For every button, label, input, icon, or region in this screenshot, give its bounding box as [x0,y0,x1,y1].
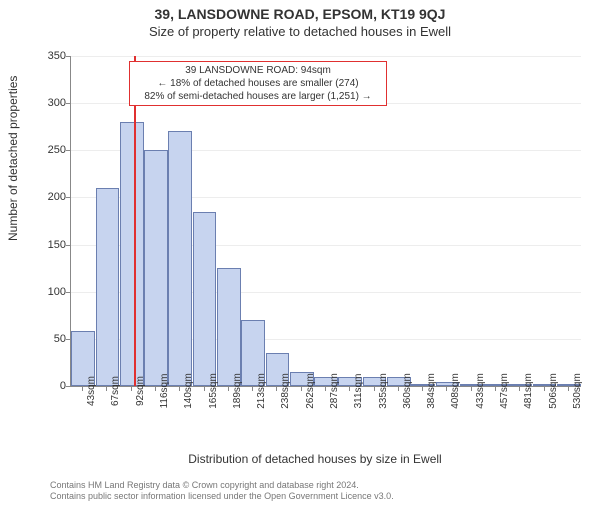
xtick-label: 506sqm [548,373,559,409]
xtick-mark [228,386,229,391]
xtick-mark [422,386,423,391]
ytick-mark [66,245,71,246]
xtick-mark [179,386,180,391]
xtick-mark [495,386,496,391]
xtick-label: 384sqm [426,373,437,409]
ytick-mark [66,197,71,198]
xtick-label: 262sqm [305,373,316,409]
ytick-label: 250 [36,144,66,156]
annotation-line: ← 18% of detached houses are smaller (27… [134,77,382,90]
annotation-line: 39 LANSDOWNE ROAD: 94sqm [134,64,382,77]
xtick-label: 433sqm [475,373,486,409]
ytick-label: 50 [36,333,66,345]
xtick-mark [155,386,156,391]
bar [193,212,217,386]
xtick-label: 481sqm [523,373,534,409]
xtick-label: 213sqm [256,373,267,409]
ytick-label: 300 [36,97,66,109]
page-title: 39, LANSDOWNE ROAD, EPSOM, KT19 9QJ [0,6,600,22]
bar [120,122,144,386]
bar [217,268,241,386]
xtick-mark [325,386,326,391]
ytick-label: 200 [36,191,66,203]
xtick-label: 189sqm [232,373,243,409]
xtick-label: 311sqm [353,374,364,409]
xtick-mark [106,386,107,391]
xtick-label: 530sqm [572,373,583,409]
xtick-label: 238sqm [280,373,291,409]
xtick-mark [471,386,472,391]
xtick-label: 165sqm [208,373,219,409]
xtick-mark [519,386,520,391]
footer-line: Contains HM Land Registry data © Crown c… [50,480,580,491]
xtick-label: 116sqm [159,374,170,409]
xtick-label: 408sqm [450,373,461,409]
annotation-line: 82% of semi-detached houses are larger (… [134,90,382,103]
xtick-mark [301,386,302,391]
footer-line: Contains public sector information licen… [50,491,580,502]
xtick-label: 92sqm [135,376,146,406]
xtick-mark [446,386,447,391]
xtick-mark [204,386,205,391]
ytick-label: 350 [36,50,66,62]
bar [144,150,168,386]
ytick-mark [66,292,71,293]
xtick-mark [544,386,545,391]
xtick-mark [568,386,569,391]
xtick-label: 43sqm [86,376,97,406]
xtick-label: 335sqm [378,373,389,409]
xtick-label: 287sqm [329,373,340,409]
xtick-label: 360sqm [402,373,413,409]
xtick-mark [131,386,132,391]
xtick-mark [374,386,375,391]
x-axis-label: Distribution of detached houses by size … [50,452,580,466]
ytick-label: 150 [36,239,66,251]
chart-container: 39 LANSDOWNE ROAD: 94sqm← 18% of detache… [50,56,580,426]
ytick-mark [66,103,71,104]
annotation-box: 39 LANSDOWNE ROAD: 94sqm← 18% of detache… [129,61,387,106]
gridline [71,56,581,57]
ytick-mark [66,386,71,387]
bar [96,188,120,386]
y-axis-label: Number of detached properties [6,76,20,241]
xtick-label: 67sqm [110,376,121,406]
xtick-mark [276,386,277,391]
chart-subtitle: Size of property relative to detached ho… [0,24,600,39]
xtick-mark [398,386,399,391]
ytick-label: 100 [36,286,66,298]
footer-attribution: Contains HM Land Registry data © Crown c… [50,480,580,502]
xtick-label: 140sqm [183,373,194,409]
xtick-mark [252,386,253,391]
plot-area: 39 LANSDOWNE ROAD: 94sqm← 18% of detache… [70,56,581,387]
xtick-label: 457sqm [499,373,510,409]
ytick-mark [66,150,71,151]
ytick-mark [66,56,71,57]
xtick-mark [349,386,350,391]
xtick-mark [82,386,83,391]
ytick-label: 0 [36,380,66,392]
bar [168,131,192,386]
